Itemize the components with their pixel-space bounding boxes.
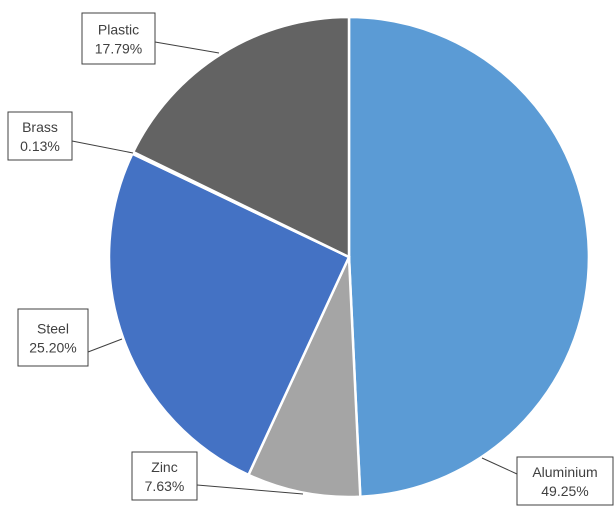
label-box xyxy=(17,308,89,367)
data-labels: Aluminium 49.25% Zinc 7.63% Steel 25.20% Brass… xyxy=(7,12,614,506)
leader-line xyxy=(196,484,304,495)
label-box xyxy=(516,456,614,506)
pie-slice-plastic xyxy=(131,15,351,259)
slice-value-label: 17.79% xyxy=(95,41,142,57)
data-label-zinc: Zinc 7.63% xyxy=(131,451,304,501)
slice-name-label: Plastic xyxy=(98,22,139,38)
data-label-brass: Brass 0.13% xyxy=(7,111,134,161)
label-box xyxy=(81,12,156,65)
leader-line xyxy=(87,338,123,353)
label-box xyxy=(7,111,73,161)
slice-name-label: Steel xyxy=(37,321,69,337)
slice-name-label: Zinc xyxy=(151,459,177,475)
slice-name-label: Aluminium xyxy=(532,464,597,480)
data-label-steel: Steel 25.20% xyxy=(17,308,123,367)
slice-value-label: 7.63% xyxy=(145,478,185,494)
pie-slice-zinc xyxy=(246,256,362,499)
leader-line xyxy=(71,140,134,154)
data-label-plastic: Plastic 17.79% xyxy=(81,12,220,65)
data-label-aluminium: Aluminium 49.25% xyxy=(481,456,614,506)
leader-line xyxy=(154,41,220,54)
pie-slice-aluminium xyxy=(347,15,591,499)
slice-value-label: 49.25% xyxy=(541,483,588,499)
pie-slice-steel xyxy=(107,152,351,477)
slice-value-label: 25.20% xyxy=(29,340,76,356)
label-box xyxy=(131,451,198,501)
slice-value-label: 0.13% xyxy=(20,138,60,154)
slice-name-label: Brass xyxy=(22,119,58,135)
pie-slices xyxy=(107,15,591,499)
leader-line xyxy=(481,457,518,475)
